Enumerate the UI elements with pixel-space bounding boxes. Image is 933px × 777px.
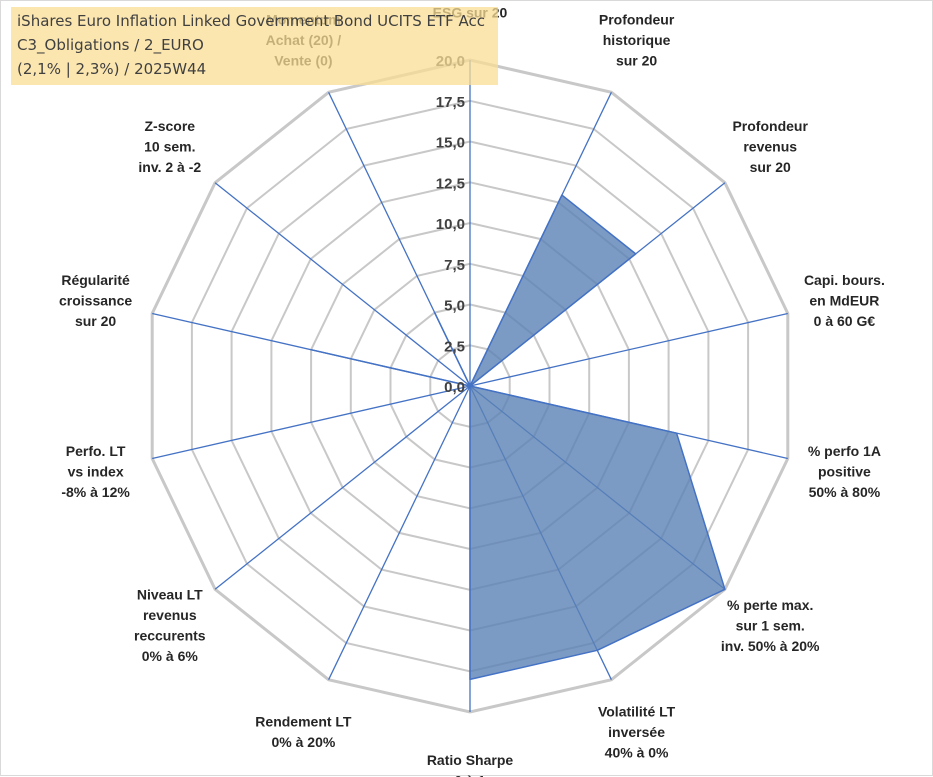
series-area xyxy=(311,195,725,679)
axis-label-line: vs index xyxy=(68,463,124,479)
axis-label-line: 40% à 0% xyxy=(605,745,669,761)
tick-labels: 0,02,55,07,510,012,515,017,520,0 xyxy=(436,53,465,396)
title-line-2: C3_Obligations / 2_EURO xyxy=(17,33,492,57)
axis-label-line: inversée xyxy=(608,724,665,740)
axis-label-12: Z-score 10 sem. inv. 2 à -2 xyxy=(138,118,201,175)
axis-label-line: positive xyxy=(818,463,871,479)
axis-label-line: Rendement LT xyxy=(255,714,352,730)
tick-label: 7,5 xyxy=(444,257,465,274)
axis-label-line: Profondeur xyxy=(599,12,675,28)
axis-label-line: 0 à 60 G€ xyxy=(814,313,876,329)
spoke-8 xyxy=(329,386,470,680)
axis-label-line: en MdEUR xyxy=(809,293,879,309)
axis-label-line: Z-score xyxy=(145,118,196,134)
axis-label-line: reccurents xyxy=(134,628,206,644)
title-box: iShares Euro Inflation Linked Government… xyxy=(11,7,498,85)
axis-label-line: inv. 2 à -2 xyxy=(138,159,201,175)
axis-label-5: % perte max. sur 1 sem. inv. 50% à 20% xyxy=(721,597,820,654)
axis-label-line: Niveau LT xyxy=(137,587,203,603)
axis-label-line: historique xyxy=(603,32,671,48)
tick-label: 5,0 xyxy=(444,298,465,315)
axis-label-line: sur 20 xyxy=(750,159,791,175)
tick-label: 10,0 xyxy=(436,216,465,233)
axis-label-line: Capi. bours. xyxy=(804,272,885,288)
tick-label: 0,0 xyxy=(444,379,465,396)
axis-label-line: 50% à 80% xyxy=(809,484,881,500)
title-line-3: (2,1% | 2,3%) / 2025W44 xyxy=(17,57,492,81)
axis-label-line: Régularité xyxy=(61,272,130,288)
axis-label-line: 0% à 20% xyxy=(271,734,335,750)
tick-label: 15,0 xyxy=(436,135,465,152)
axis-label-7: Ratio Sharpe 0 à 1 xyxy=(427,752,514,777)
axis-label-line: sur 20 xyxy=(616,53,657,69)
axis-label-line: Perfo. LT xyxy=(66,443,126,459)
axis-label-line: revenus xyxy=(143,607,197,623)
axis-label-line: croissance xyxy=(59,293,132,309)
tick-label: 12,5 xyxy=(436,175,465,192)
title-line-1: iShares Euro Inflation Linked Government… xyxy=(17,9,492,33)
axis-label-line: 0% à 6% xyxy=(142,648,199,664)
tick-label: 2,5 xyxy=(444,338,465,355)
tick-label: 17,5 xyxy=(436,94,465,111)
axis-label-line: % perte max. xyxy=(727,597,813,613)
series xyxy=(311,195,725,680)
axis-label-11: Régularité croissance sur 20 xyxy=(59,272,132,329)
axis-label-line: 10 sem. xyxy=(144,139,195,155)
axis-label-line: % perfo 1A xyxy=(808,443,881,459)
axis-label-line: Ratio Sharpe xyxy=(427,752,514,768)
axis-label-line: sur 20 xyxy=(75,313,116,329)
axis-label-line: sur 1 sem. xyxy=(736,617,805,633)
axis-label-line: Volatilité LT xyxy=(598,704,676,720)
axis-label-3: Capi. bours. en MdEUR 0 à 60 G€ xyxy=(804,272,885,329)
axis-label-8: Rendement LT 0% à 20% xyxy=(255,714,352,751)
axis-label-1: Profondeur historique sur 20 xyxy=(599,12,675,69)
axis-label-line: inv. 50% à 20% xyxy=(721,638,820,654)
axis-label-line: revenus xyxy=(743,139,797,155)
axis-label-line: -8% à 12% xyxy=(61,484,130,500)
axis-label-10: Perfo. LT vs index -8% à 12% xyxy=(61,443,130,500)
axis-label-2: Profondeur revenus sur 20 xyxy=(732,118,808,175)
axis-label-line: Profondeur xyxy=(732,118,808,134)
axis-label-9: Niveau LT revenus reccurents 0% à 6% xyxy=(134,587,206,665)
axis-label-line: 0 à 1 xyxy=(454,772,485,777)
axis-label-6: Volatilité LT inversée 40% à 0% xyxy=(598,704,676,761)
axis-label-4: % perfo 1A positive 50% à 80% xyxy=(808,443,881,500)
